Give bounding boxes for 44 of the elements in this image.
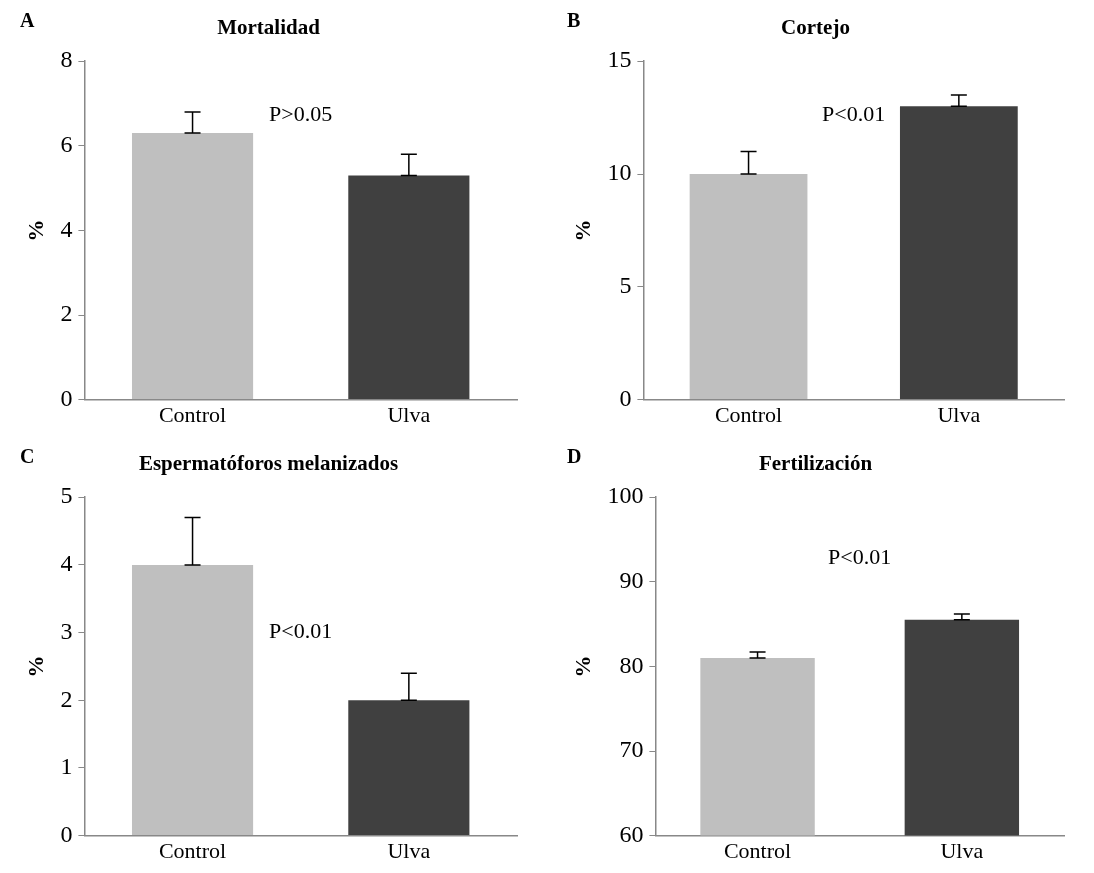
y-tick-label: 4 [60, 550, 73, 577]
y-tick-label: 70 [619, 736, 644, 763]
annotation: P<0.01 [828, 543, 892, 569]
y-tick-label: 2 [60, 300, 73, 327]
y-tick-label: 15 [607, 46, 632, 73]
x-tick-label: Ulva [387, 401, 431, 427]
y-axis-title: % [22, 219, 48, 242]
y-tick-label: 80 [619, 651, 644, 678]
y-tick-label: 10 [607, 159, 632, 186]
y-tick-label: 3 [60, 617, 73, 644]
y-axis-title: % [22, 655, 48, 678]
y-tick-label: 6 [60, 131, 73, 158]
text: C [20, 445, 35, 468]
x-tick-label: Control [723, 837, 792, 863]
chart-title: Mortalidad [217, 15, 321, 40]
x-tick-label: Control [158, 837, 227, 863]
y-axis-title: % [569, 219, 595, 242]
x-tick-label: Ulva [387, 837, 431, 863]
y-tick-label: 1 [60, 753, 73, 780]
y-tick-label: 90 [619, 567, 644, 594]
y-tick-label: 2 [60, 685, 73, 712]
chart-title: Cortejo [781, 15, 850, 40]
text: B [567, 9, 581, 32]
x-tick-label: Ulva [940, 837, 984, 863]
y-axis-title: % [569, 655, 595, 678]
y-tick-label: 100 [607, 482, 644, 509]
y-tick-label: 0 [60, 384, 73, 411]
y-tick-label: 0 [619, 384, 632, 411]
y-tick-label: 5 [60, 482, 73, 509]
chart-title: Fertilización [758, 451, 873, 476]
text: D [567, 445, 582, 468]
chart-title: Espermatóforos melanizados [138, 451, 399, 476]
y-tick-label: 60 [619, 820, 644, 847]
x-tick-label: Control [714, 401, 783, 427]
y-tick-label: 8 [60, 46, 73, 73]
y-tick-label: 5 [619, 272, 632, 299]
annotation: P<0.01 [822, 101, 886, 127]
annotation: P>0.05 [269, 101, 333, 127]
text: A [20, 9, 35, 32]
x-tick-label: Control [158, 401, 227, 427]
annotation: P<0.01 [269, 618, 333, 644]
y-tick-label: 0 [60, 820, 73, 847]
y-tick-label: 4 [60, 215, 73, 242]
x-tick-label: Ulva [937, 401, 981, 427]
